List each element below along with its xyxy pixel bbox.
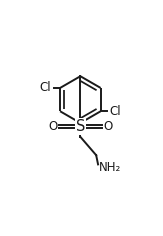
Text: S: S (76, 119, 85, 134)
Text: NH₂: NH₂ (99, 161, 122, 174)
Text: O: O (48, 120, 57, 133)
Text: O: O (104, 120, 113, 133)
Text: Cl: Cl (110, 105, 121, 118)
Text: Cl: Cl (40, 81, 51, 94)
